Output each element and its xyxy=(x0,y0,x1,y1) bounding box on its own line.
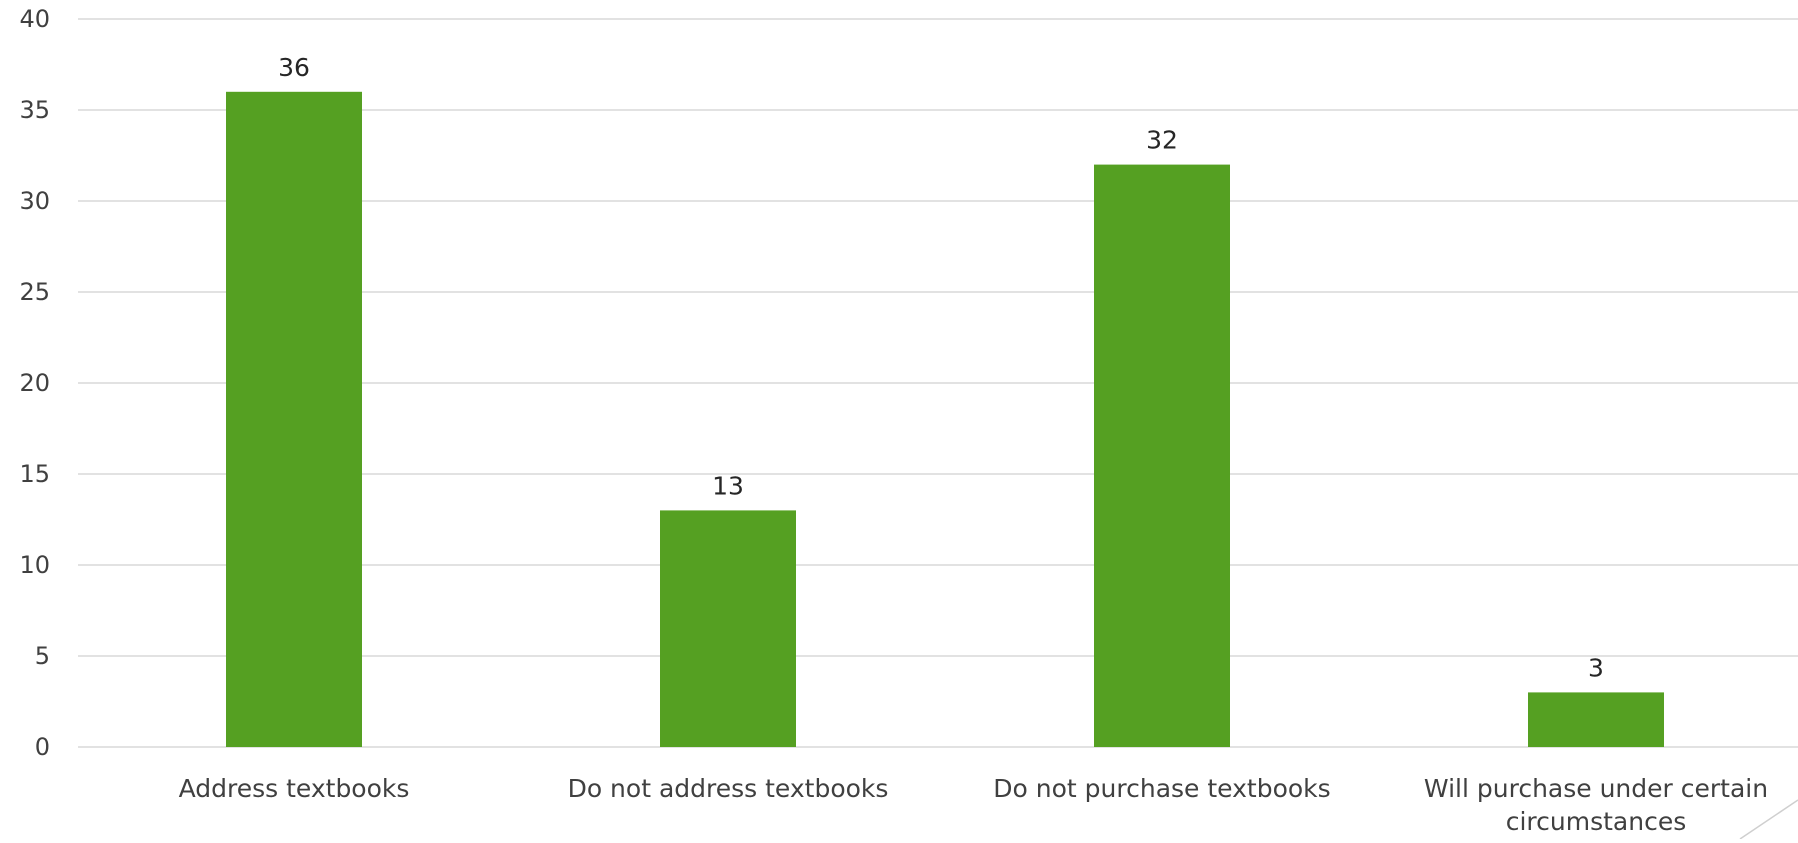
bar-3 xyxy=(1094,164,1230,748)
gridlines xyxy=(78,18,1798,748)
data-label-3: 32 xyxy=(1146,126,1178,155)
x-category-label: Do not purchase textbooks xyxy=(993,774,1330,803)
x-category-label: Address textbooks xyxy=(179,774,410,803)
y-axis-ticks: 0 5 10 15 20 25 30 35 40 xyxy=(19,5,50,761)
x-category-label: circumstances xyxy=(1506,807,1687,836)
corner-decoration-line xyxy=(1739,799,1798,840)
bar-1 xyxy=(226,91,362,748)
y-tick-label: 40 xyxy=(19,5,50,33)
y-tick-label: 0 xyxy=(35,733,50,761)
data-label-1: 36 xyxy=(278,53,310,82)
x-category-label: Do not address textbooks xyxy=(568,774,889,803)
data-label-2: 13 xyxy=(712,471,744,500)
y-tick-label: 20 xyxy=(19,369,50,397)
y-tick-label: 10 xyxy=(19,551,50,579)
bar-2 xyxy=(660,510,796,747)
data-label-4: 3 xyxy=(1588,653,1604,682)
x-category-label: Will purchase under certain xyxy=(1424,774,1768,803)
bars xyxy=(226,91,1664,748)
y-tick-label: 35 xyxy=(19,96,50,124)
y-tick-label: 25 xyxy=(19,278,50,306)
bar-4 xyxy=(1528,692,1664,747)
y-tick-label: 30 xyxy=(19,187,50,215)
y-tick-label: 5 xyxy=(35,642,50,670)
x-axis-categories: Address textbooks Do not address textbook… xyxy=(179,774,1768,836)
data-labels: 36 13 32 3 xyxy=(278,53,1604,683)
y-tick-label: 15 xyxy=(19,460,50,488)
